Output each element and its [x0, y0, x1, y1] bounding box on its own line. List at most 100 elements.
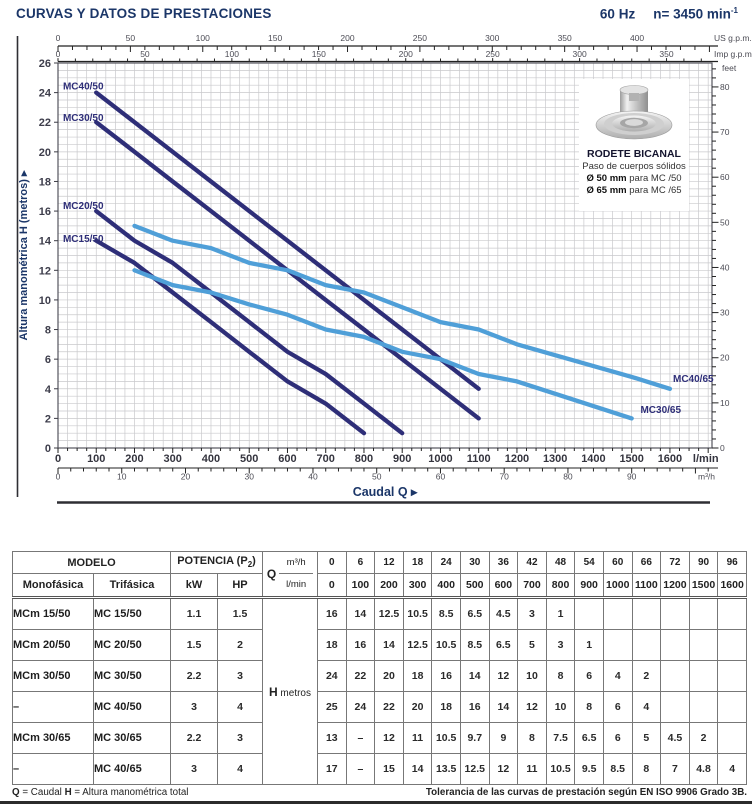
h-value-cell: 11	[517, 753, 547, 785]
imp-gpm-tick-label: 350	[659, 49, 673, 59]
x-axis-title: Caudal Q ▸	[353, 485, 419, 499]
q-lmin-value: 100	[345, 573, 376, 599]
y-axis-tick-label: 8	[45, 325, 51, 337]
y-axis-tick-label: 12	[39, 265, 51, 277]
us-gpm-tick-label: 150	[268, 33, 282, 43]
h-value-cell: 8	[574, 691, 604, 723]
h-value-cell: 16	[317, 597, 347, 630]
q-lmin-value: 800	[545, 573, 576, 599]
h-value-cell: 10	[545, 691, 576, 723]
curve-MC15/50	[94, 238, 367, 436]
y-axis-tick-label: 0	[45, 443, 51, 455]
impeller-spec-65-model: para MC /65	[626, 185, 682, 196]
feet-tick-label: 50	[720, 217, 730, 227]
y-axis-title: Altura manométrica H (metros) ▸	[18, 170, 30, 340]
h-value-cell	[660, 660, 690, 692]
h-value-cell: 6	[602, 722, 633, 754]
us-gpm-tick-label: 400	[630, 33, 644, 43]
q-lmin-value: 0	[317, 573, 347, 599]
h-value-cell: 16	[345, 629, 376, 661]
h-value-cell	[602, 629, 633, 661]
h-value-cell	[660, 691, 690, 723]
h-value-cell: 8	[517, 722, 547, 754]
us-gpm-tick-label: 250	[413, 33, 427, 43]
lmin-tick-label: 700	[317, 453, 335, 465]
h-value-cell: 8	[545, 660, 576, 692]
feet-tick-label: 0	[720, 443, 725, 453]
bottom-rule	[0, 801, 752, 804]
y-axis-tick-label: 14	[39, 236, 52, 248]
impeller-photo	[595, 85, 673, 140]
m3h-tick-label: 50	[372, 472, 382, 482]
impeller-spec-65-size: Ø 65 mm	[586, 185, 627, 196]
q-lmin-value: 200	[374, 573, 404, 599]
kw-header: kW	[170, 573, 218, 599]
table-row: – MC 40/65 3 4 17–15 14 13.5 12.5 12 11 10.5 9.5 8.5…	[12, 753, 747, 785]
imp-gpm-unit: Imp g.p.m.	[714, 49, 752, 59]
h-value-cell: 16	[431, 660, 461, 692]
h-value-cell	[631, 597, 662, 630]
h-value-cell: 14	[488, 691, 519, 723]
imp-gpm-tick-label: 100	[225, 49, 239, 59]
q-lmin-value: 1600	[717, 573, 747, 599]
h-value-cell: 17	[317, 753, 347, 785]
feet-tick-label: 80	[720, 82, 730, 92]
h-value-cell: 22	[345, 660, 376, 692]
y-axis-tick-label: 6	[45, 354, 51, 366]
table-row: MCm 15/50 MC 15/50 1.1 1.5 H metros 16 14 12.5 1…	[12, 597, 747, 785]
impeller-spec-50: Ø 50 mm para MC /50	[579, 173, 689, 184]
q-m3h-value: 66	[631, 551, 662, 574]
q-lmin-value: 600	[488, 573, 519, 599]
h-value-cell: 14	[459, 660, 490, 692]
h-value-cell: 13	[317, 722, 347, 754]
h-value-cell: 18	[402, 660, 433, 692]
curve-label-MC40/65: MC40/65	[673, 374, 714, 385]
h-value-cell: 2	[688, 722, 719, 754]
q-m3h-value: 72	[660, 551, 690, 574]
page-title: CURVAS Y DATOS DE PRESTACIONES	[16, 6, 272, 21]
imp-gpm-tick-label: 200	[399, 49, 413, 59]
performance-table: MODELO POTENCIA (P2) Q m³/h l/min 0 6 12 18…	[12, 551, 747, 785]
imp-gpm-tick-label: 150	[312, 49, 326, 59]
lmin-tick-label: 1500	[619, 453, 643, 465]
curve-MC40/65	[132, 223, 673, 391]
table-row: MCm 30/65 MC 30/65 2.2 3 13–12 11 10.5 9.7 9 8 7.5…	[12, 722, 747, 754]
curve-MC20/50	[94, 208, 405, 436]
lmin-tick-label: 100	[87, 453, 105, 465]
lmin-tick-label: 1000	[428, 453, 452, 465]
h-value-cell: 3	[517, 597, 547, 630]
h-value-cell: 11	[402, 722, 433, 754]
y-axis-tick-label: 4	[45, 384, 52, 396]
h-value-cell	[688, 660, 719, 692]
model-trifasica-cell: MC 30/65	[93, 722, 171, 754]
plot-border	[57, 62, 713, 449]
feet-tick-label: 70	[720, 127, 730, 137]
h-value-cell: 4.5	[488, 597, 519, 630]
h-value-cell: 12.5	[374, 597, 404, 630]
h-value-cell: 18	[431, 691, 461, 723]
q-m3h-value: 42	[517, 551, 547, 574]
h-value-cell	[717, 722, 747, 754]
model-trifasica-cell: MC 20/50	[93, 629, 171, 661]
h-value-cell: 6	[602, 691, 633, 723]
page-header: CURVAS Y DATOS DE PRESTACIONES 60 Hz n= 3…	[0, 0, 752, 30]
h-value-cell: 12	[374, 722, 404, 754]
impeller-spec-65: Ø 65 mm para MC /65	[579, 185, 689, 196]
impeller-spec-50-size: Ø 50 mm	[586, 173, 627, 184]
h-value-cell	[688, 691, 719, 723]
h-value-cell: 16	[459, 691, 490, 723]
h-value-cell: 4	[631, 691, 662, 723]
h-value-cell: 4.5	[660, 722, 690, 754]
q-m3h-value: 36	[488, 551, 519, 574]
h-value-cell: 8.5	[459, 629, 490, 661]
h-value-cell: 12	[517, 691, 547, 723]
feet-tick-label: 20	[720, 353, 730, 363]
m3h-tick-label: 30	[244, 472, 254, 482]
kw-cell: 1.1	[170, 597, 218, 630]
h-value-cell: 2	[631, 660, 662, 692]
us-gpm-tick-label: 50	[126, 33, 136, 43]
model-monofasica-cell: MCm 20/50	[12, 629, 94, 661]
m3h-tick-label: 70	[499, 472, 509, 482]
h-value-cell	[660, 629, 690, 661]
h-value-cell: 5	[631, 722, 662, 754]
